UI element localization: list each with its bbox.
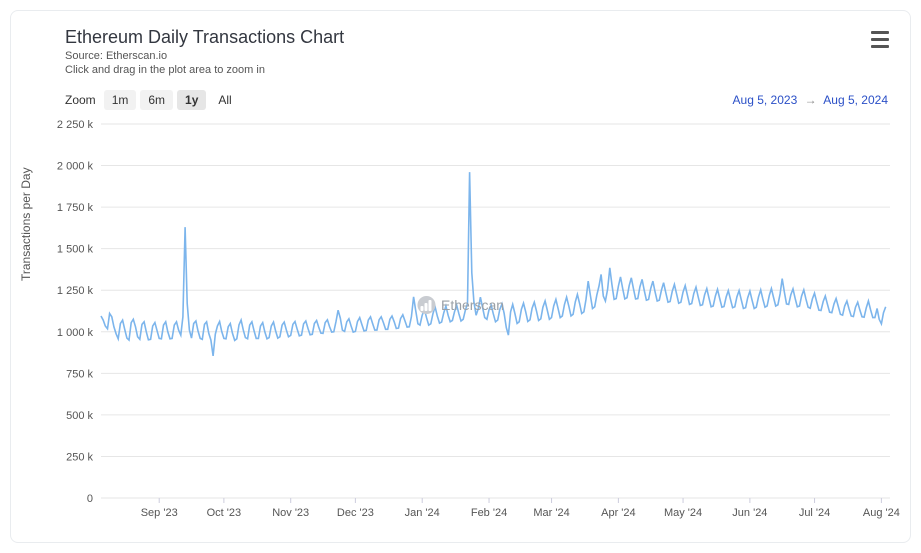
chart-subtitle: Source: Etherscan.io [65, 50, 898, 62]
zoom-button-1m[interactable]: 1m [104, 90, 137, 110]
y-axis-title: Transactions per Day [19, 167, 33, 281]
chart-header: Ethereum Daily Transactions Chart Source… [23, 27, 898, 76]
svg-text:Aug '24: Aug '24 [863, 507, 900, 519]
svg-text:750 k: 750 k [66, 368, 93, 380]
zoom-button-group: Zoom 1m6m1yAll [65, 90, 240, 110]
svg-text:Apr '24: Apr '24 [601, 507, 636, 519]
range-from[interactable]: Aug 5, 2023 [733, 93, 798, 107]
chart-title: Ethereum Daily Transactions Chart [65, 27, 898, 48]
chart-hint: Click and drag in the plot area to zoom … [65, 64, 898, 76]
svg-text:Jun '24: Jun '24 [732, 507, 767, 519]
svg-text:500 k: 500 k [66, 410, 93, 422]
svg-text:Jan '24: Jan '24 [405, 507, 440, 519]
svg-text:1 250 k: 1 250 k [57, 285, 94, 297]
range-to[interactable]: Aug 5, 2024 [823, 93, 888, 107]
svg-text:Dec '23: Dec '23 [337, 507, 374, 519]
svg-text:1 000 k: 1 000 k [57, 327, 94, 339]
chart-card: Ethereum Daily Transactions Chart Source… [10, 10, 911, 543]
svg-text:2 000 k: 2 000 k [57, 161, 94, 173]
svg-text:1 750 k: 1 750 k [57, 202, 94, 214]
svg-text:0: 0 [87, 493, 93, 505]
svg-text:Mar '24: Mar '24 [533, 507, 569, 519]
date-range-display: Aug 5, 2023 → Aug 5, 2024 [733, 93, 888, 107]
chart-plot-area[interactable]: Transactions per Day Etherscan 0250 k500… [23, 116, 898, 526]
line-chart-svg: 0 250 k 500 k 750 k 1 000 k 1 250 k 1 500 k 1 7… [23, 116, 900, 526]
svg-text:May '24: May '24 [664, 507, 702, 519]
svg-text:Sep '23: Sep '23 [141, 507, 178, 519]
svg-text:Feb '24: Feb '24 [471, 507, 507, 519]
zoom-label: Zoom [65, 93, 96, 107]
svg-text:2 250 k: 2 250 k [57, 119, 94, 131]
range-arrow-icon: → [805, 93, 817, 107]
svg-text:Jul '24: Jul '24 [799, 507, 830, 519]
svg-text:Nov '23: Nov '23 [272, 507, 309, 519]
zoom-button-1y[interactable]: 1y [177, 90, 206, 110]
svg-text:1 500 k: 1 500 k [57, 244, 94, 256]
svg-text:250 k: 250 k [66, 451, 93, 463]
zoom-button-all[interactable]: All [210, 90, 239, 110]
svg-text:Oct '23: Oct '23 [207, 507, 242, 519]
zoom-button-6m[interactable]: 6m [140, 90, 173, 110]
chart-controls: Zoom 1m6m1yAll Aug 5, 2023 → Aug 5, 2024 [23, 90, 898, 110]
